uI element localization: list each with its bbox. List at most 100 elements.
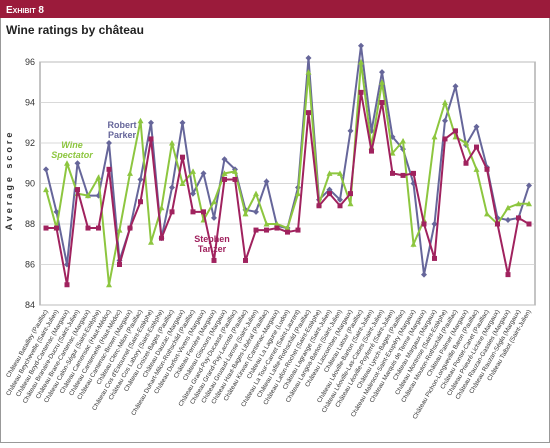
- point: [190, 168, 196, 174]
- y-tick-label: 96: [25, 57, 35, 67]
- point: [85, 225, 91, 231]
- point: [516, 215, 521, 221]
- point: [138, 199, 143, 205]
- point: [64, 282, 70, 288]
- point: [117, 262, 122, 267]
- point: [74, 160, 81, 167]
- point: [442, 117, 448, 124]
- point: [442, 136, 448, 142]
- point: [442, 99, 448, 105]
- point: [85, 192, 91, 199]
- point: [463, 160, 469, 166]
- point: [295, 227, 301, 233]
- point: [473, 166, 480, 172]
- point: [179, 119, 186, 126]
- point: [347, 200, 354, 207]
- point: [253, 190, 259, 197]
- point: [54, 225, 59, 231]
- point: [495, 221, 500, 227]
- exhibit-label: Exhibit 8: [6, 5, 44, 16]
- point: [411, 170, 416, 176]
- y-tick-label: 94: [25, 98, 35, 108]
- point: [358, 89, 364, 95]
- point: [505, 216, 511, 223]
- point: [515, 200, 522, 207]
- point: [127, 225, 133, 231]
- point: [148, 119, 154, 126]
- point: [232, 168, 238, 174]
- y-tick-label: 86: [25, 260, 35, 270]
- point: [263, 178, 270, 185]
- point: [326, 186, 333, 193]
- point: [474, 144, 479, 150]
- point: [337, 203, 343, 209]
- point: [526, 200, 532, 207]
- point: [158, 204, 165, 211]
- point: [211, 257, 217, 263]
- y-axis-label: Average score: [4, 130, 14, 231]
- point: [347, 127, 354, 134]
- y-tick-label: 92: [25, 138, 35, 148]
- point: [305, 69, 312, 75]
- point: [169, 140, 175, 146]
- point: [274, 225, 280, 231]
- point: [505, 272, 511, 278]
- point: [348, 191, 353, 197]
- point: [253, 227, 259, 233]
- point: [148, 136, 154, 142]
- point: [242, 210, 249, 217]
- series-annotation: Robert Parker: [108, 120, 137, 140]
- point: [211, 214, 217, 221]
- series-annotation: Wine Spectator: [51, 140, 93, 160]
- point: [274, 221, 280, 227]
- point: [179, 180, 186, 186]
- point: [169, 184, 175, 191]
- point: [169, 209, 175, 215]
- point: [431, 221, 438, 227]
- point: [43, 225, 49, 231]
- point: [137, 176, 144, 183]
- series-annotation: Stephen Tanzer: [194, 234, 230, 254]
- point: [200, 170, 207, 177]
- point: [190, 190, 196, 197]
- point: [473, 123, 480, 130]
- point: [96, 225, 101, 231]
- point: [43, 166, 49, 173]
- point: [222, 176, 227, 182]
- point: [201, 209, 206, 215]
- point: [306, 110, 311, 116]
- point: [453, 128, 458, 134]
- point: [264, 227, 269, 233]
- y-tick-label: 88: [25, 219, 35, 229]
- y-tick-label: 90: [25, 179, 35, 189]
- point: [106, 281, 112, 288]
- point: [190, 209, 196, 215]
- point: [243, 257, 248, 263]
- point: [295, 190, 301, 197]
- point: [75, 187, 80, 193]
- point: [390, 170, 395, 176]
- point: [400, 137, 406, 144]
- point: [180, 154, 185, 160]
- point: [211, 198, 217, 205]
- y-tick-label: 84: [25, 300, 35, 310]
- point: [64, 160, 70, 166]
- point: [452, 83, 459, 90]
- point: [43, 186, 49, 193]
- point: [358, 42, 364, 49]
- point: [526, 221, 532, 227]
- point: [526, 182, 532, 189]
- chart-title: Wine ratings by château: [6, 23, 144, 37]
- point: [127, 170, 133, 176]
- point: [389, 150, 396, 156]
- point: [379, 100, 385, 105]
- point: [137, 117, 144, 124]
- point: [463, 140, 469, 146]
- point: [326, 170, 333, 176]
- point: [263, 221, 270, 227]
- point: [379, 79, 385, 85]
- point: [421, 221, 427, 227]
- point: [221, 170, 228, 176]
- point: [484, 166, 490, 172]
